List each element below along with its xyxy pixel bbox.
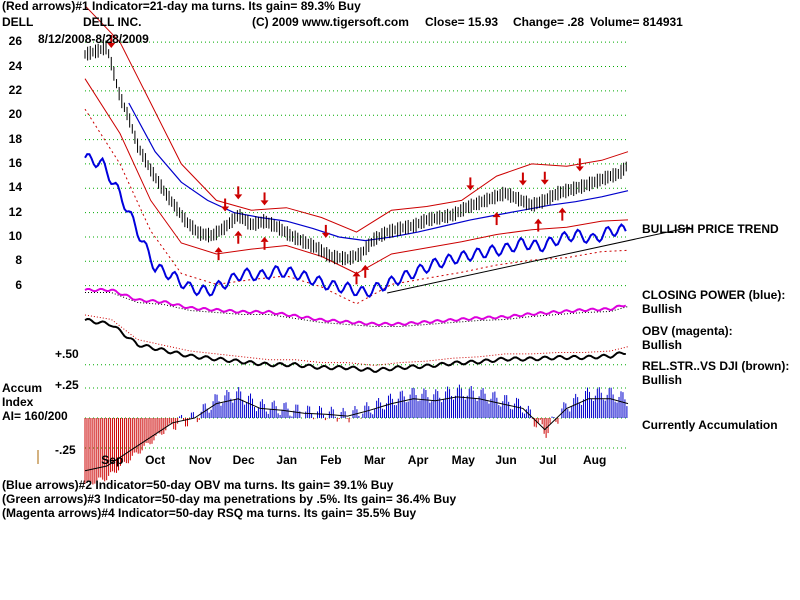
obv-value: Bullish (642, 338, 683, 352)
y-tick-label: 8 (15, 253, 22, 268)
y-tick-label: 14 (8, 180, 22, 195)
y-tick-label: 26 (8, 34, 22, 49)
close-price: Close= 15.93 (425, 15, 499, 29)
buy-arrow-up (214, 247, 223, 261)
relstr-line (84, 317, 626, 373)
y-tick-label: 16 (8, 155, 22, 170)
buy-arrow-up (492, 212, 501, 226)
closing-power-label: CLOSING POWER (blue): (642, 288, 786, 302)
buy-arrow-up (234, 230, 243, 244)
buy-arrow-up (534, 218, 543, 232)
y-tick-label: 22 (8, 82, 22, 97)
relstr-label: REL.STR..VS DJI (brown): (642, 359, 790, 373)
ma50-line (128, 102, 629, 242)
sell-arrow-down (107, 34, 116, 48)
y-tick-label: 10 (8, 228, 22, 243)
accumulation-status: Currently Accumulation (642, 418, 778, 432)
indicator-4-line: (Magenta arrows)#4 Indicator=50-day RSQ … (2, 506, 417, 520)
y-tick-label: 20 (8, 107, 22, 122)
sell-arrow-down (260, 192, 269, 206)
x-tick-label: Jun (495, 453, 517, 467)
y-tick-label: 6 (15, 277, 22, 292)
level-25-label: +.25 (55, 378, 79, 392)
x-tick-label: Jul (539, 453, 557, 467)
sell-arrow-down (221, 198, 230, 212)
buy-arrow-up (361, 264, 370, 278)
x-tick-label: Nov (188, 453, 212, 467)
x-tick-label: Sep (101, 453, 124, 467)
sell-arrow-down (466, 177, 475, 191)
indicator-1-line: (Red arrows)#1 Indicator=21-day ma turns… (2, 0, 361, 13)
sell-arrow-down (234, 186, 243, 200)
company-name: DELL INC. (83, 15, 142, 29)
ai-value: AI= 160/200 (2, 409, 68, 423)
level-neg25-label: -.25 (55, 443, 76, 457)
sell-arrow-down (518, 172, 527, 186)
ticker-symbol: DELL (2, 15, 34, 29)
upper-band-line (84, 5, 629, 233)
trend-annotation: BULLISH PRICE TREND (642, 222, 779, 236)
indicator-2-line: (Blue arrows)#2 Indicator=50-day OBV ma … (2, 478, 394, 492)
price-change: Change= .28 (513, 15, 585, 29)
level-50-label: +.50 (55, 347, 79, 361)
buy-arrow-up (260, 236, 269, 250)
x-tick-label: Dec (232, 453, 255, 467)
trend-line (387, 226, 691, 294)
relstr-value: Bullish (642, 373, 683, 387)
sell-arrow-down (575, 158, 584, 172)
closing-power-line (84, 153, 627, 298)
sell-arrow-down (321, 224, 330, 238)
y-tick-label: 24 (8, 58, 22, 73)
x-tick-label: Apr (407, 453, 429, 467)
x-tick-label: Jan (276, 453, 298, 467)
obv-line (84, 287, 627, 327)
copyright: (C) 2009 www.tigersoft.com (252, 15, 409, 29)
y-tick-label: 12 (8, 204, 22, 219)
index-label: Index (2, 395, 34, 409)
x-tick-label: May (451, 453, 475, 467)
obv-label: OBV (magenta): (642, 324, 733, 338)
buy-arrow-up (558, 207, 567, 221)
volume: Volume= 814931 (590, 15, 683, 29)
indicator-3-line: (Green arrows)#3 Indicator=50-day ma pen… (2, 492, 457, 506)
closing-power-value: Bullish (642, 302, 683, 316)
accum-ma-line (84, 396, 629, 472)
sell-arrow-down (540, 171, 549, 185)
y-tick-label: 18 (8, 131, 22, 146)
x-tick-label: Feb (320, 453, 342, 467)
date-range: 8/12/2008-8/28/2009 (38, 32, 149, 46)
x-tick-label: Mar (364, 453, 386, 467)
obv-ma-line (85, 292, 629, 327)
buy-arrow-up (352, 271, 361, 285)
x-tick-label: Aug (582, 453, 607, 467)
x-tick-label: Oct (145, 453, 166, 467)
accum-label: Accum (2, 381, 43, 395)
